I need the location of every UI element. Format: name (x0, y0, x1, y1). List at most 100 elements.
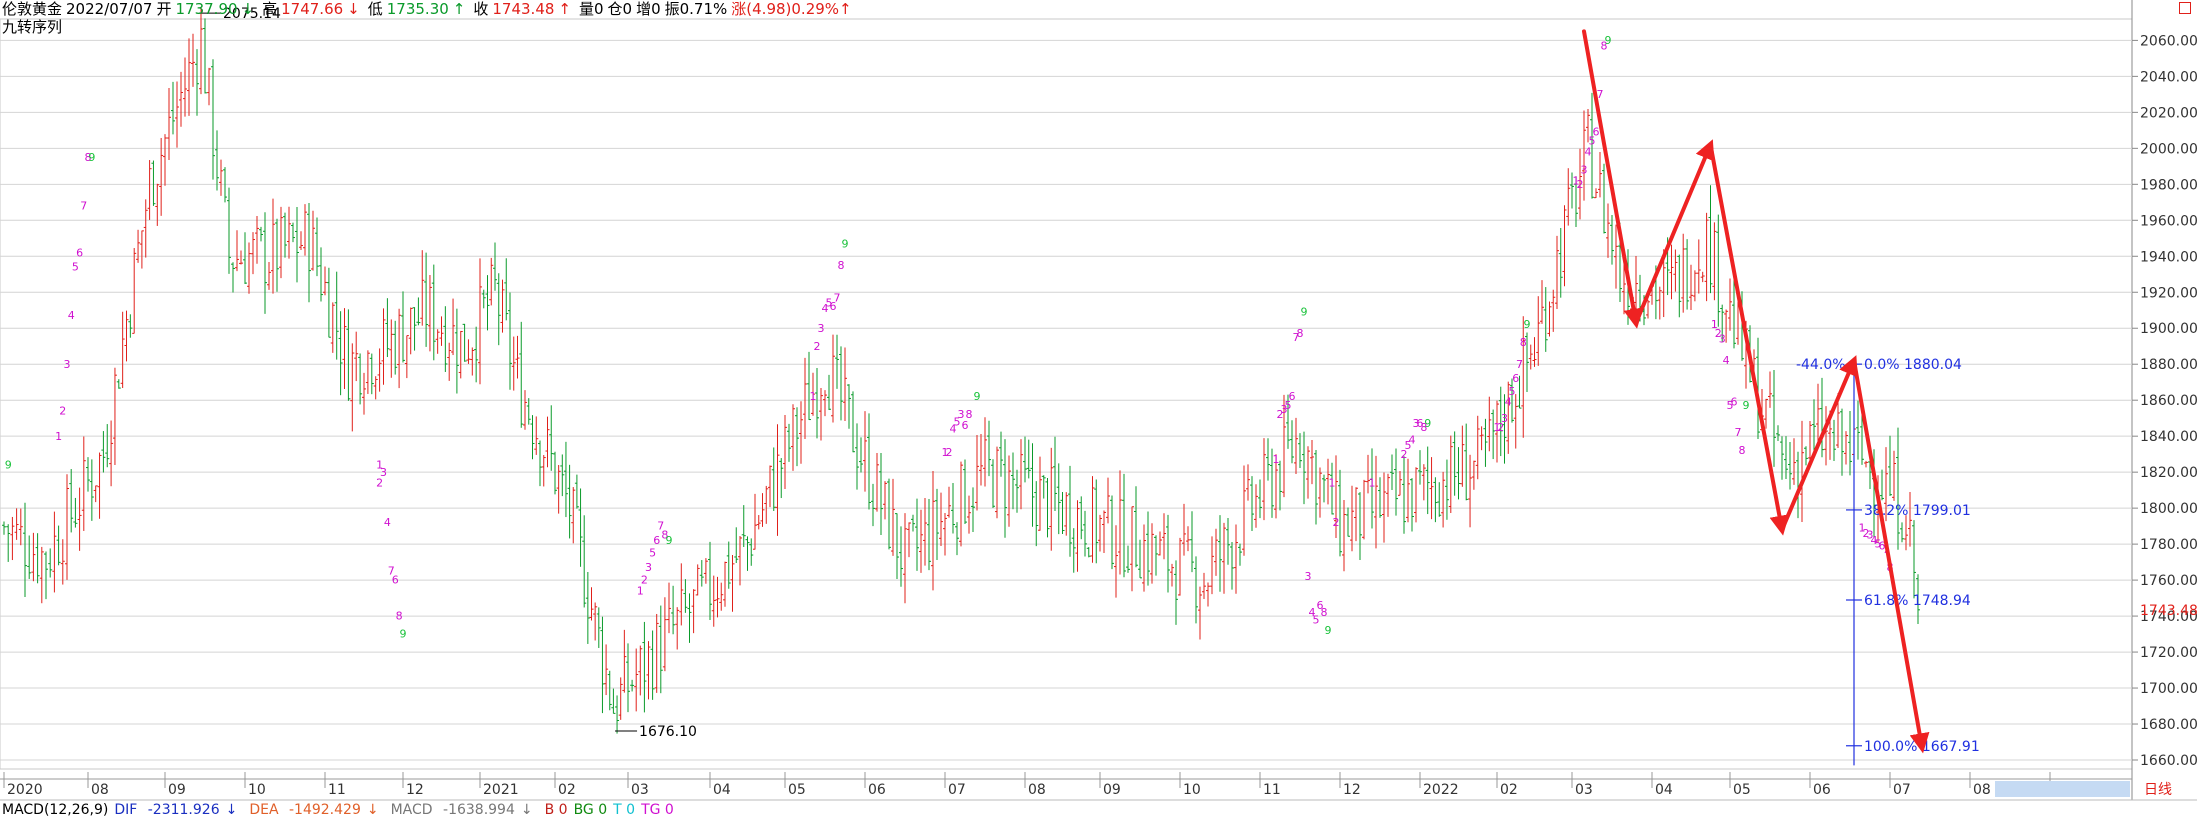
amplitude-readout: 振0.71% (664, 0, 728, 18)
candle (1290, 420, 1294, 464)
candle (923, 497, 927, 566)
x-tick-label: 11 (1263, 782, 1281, 798)
candle (1414, 467, 1418, 523)
candle (323, 266, 327, 296)
td-marker: 4 (1505, 396, 1512, 409)
candle (1614, 224, 1618, 289)
candle (358, 353, 363, 405)
candle (708, 541, 712, 621)
x-tick-label: 03 (1575, 782, 1593, 798)
candle (31, 532, 36, 582)
y-tick-label: 1900.00 (2140, 321, 2197, 337)
dif-label: DIF (114, 802, 138, 818)
candle (291, 222, 295, 243)
candle (815, 368, 819, 439)
candle (1540, 280, 1544, 324)
candle (1716, 214, 1721, 327)
time-scroll-thumb[interactable] (1995, 781, 2130, 797)
candle (381, 308, 386, 385)
bg-readout: BG 0 (573, 802, 608, 818)
td-marker: 9 (1524, 318, 1531, 331)
td-marker: 9 (5, 459, 12, 472)
td-marker: 5 (1285, 399, 1292, 412)
candle (1390, 454, 1394, 491)
td-marker: 9 (400, 628, 407, 641)
candle (1274, 454, 1278, 519)
candle (203, 18, 207, 94)
low-label: 低 (367, 0, 383, 18)
td-marker: 7 (657, 520, 664, 533)
y-tick-label: 1980.00 (2140, 177, 2197, 193)
macd-name: MACD(12,26,9) (2, 802, 109, 818)
candle (1732, 273, 1736, 349)
candle (124, 310, 129, 362)
close-arrow: ↑ (558, 0, 571, 18)
candle (1880, 469, 1884, 501)
y-tick-label: 1880.00 (2140, 357, 2197, 373)
candle (1421, 464, 1426, 501)
candle (326, 267, 331, 338)
candle (77, 487, 82, 551)
candle (1258, 479, 1262, 519)
td-marker: 2 (946, 446, 953, 459)
candle (871, 483, 875, 527)
candle (1386, 473, 1390, 517)
y-tick-label: 1680.00 (2140, 717, 2197, 733)
td-marker: 6 (830, 300, 837, 313)
candle (799, 401, 803, 464)
last-price-label: 1743.48 (2140, 603, 2197, 619)
td-marker: 8 (1321, 606, 1328, 619)
candle (235, 230, 239, 272)
candle (60, 539, 65, 585)
candle (983, 417, 987, 487)
candle (1182, 503, 1186, 556)
candle (259, 226, 263, 242)
candle (600, 616, 605, 714)
td-marker: 8 (85, 151, 92, 164)
candle (1086, 547, 1091, 558)
td-marker: 2 (1715, 327, 1722, 340)
candle (271, 198, 275, 294)
candle (1402, 456, 1406, 534)
y-tick-label: 1760.00 (2140, 573, 2197, 589)
td-marker: 2 (1333, 516, 1340, 529)
period-label[interactable]: 日线 (2144, 782, 2172, 798)
candle (511, 336, 516, 391)
candle (1558, 227, 1563, 298)
candle (887, 478, 891, 550)
candle (995, 446, 999, 519)
candle (819, 388, 823, 441)
candle (385, 298, 390, 358)
td-marker: 4 (822, 302, 829, 315)
candle (1246, 464, 1250, 501)
candle (1041, 475, 1046, 499)
candle (741, 505, 746, 548)
x-tick-label: 12 (406, 782, 424, 798)
td-marker: 7 (1735, 426, 1742, 439)
candle (279, 206, 283, 279)
x-tick-label: 10 (248, 782, 266, 798)
candle (1543, 287, 1548, 352)
window-corner-box[interactable] (2179, 2, 2191, 14)
candle (1122, 473, 1126, 578)
candle (538, 440, 542, 487)
candle (187, 38, 191, 116)
candle (1114, 525, 1118, 598)
candle (791, 404, 795, 471)
candle (675, 607, 680, 650)
trend-arrow (1634, 139, 1715, 325)
candle (927, 498, 931, 571)
td-marker: 4 (950, 423, 957, 436)
candle (807, 351, 811, 421)
candle (730, 554, 735, 612)
candle (267, 261, 271, 290)
candle (191, 33, 195, 87)
candle (1334, 455, 1338, 538)
td-marker: 8 (1420, 421, 1427, 434)
candle (951, 483, 955, 534)
candle (393, 320, 398, 375)
candle (723, 561, 727, 607)
td-marker: 1 (376, 459, 383, 472)
candle (48, 548, 53, 578)
